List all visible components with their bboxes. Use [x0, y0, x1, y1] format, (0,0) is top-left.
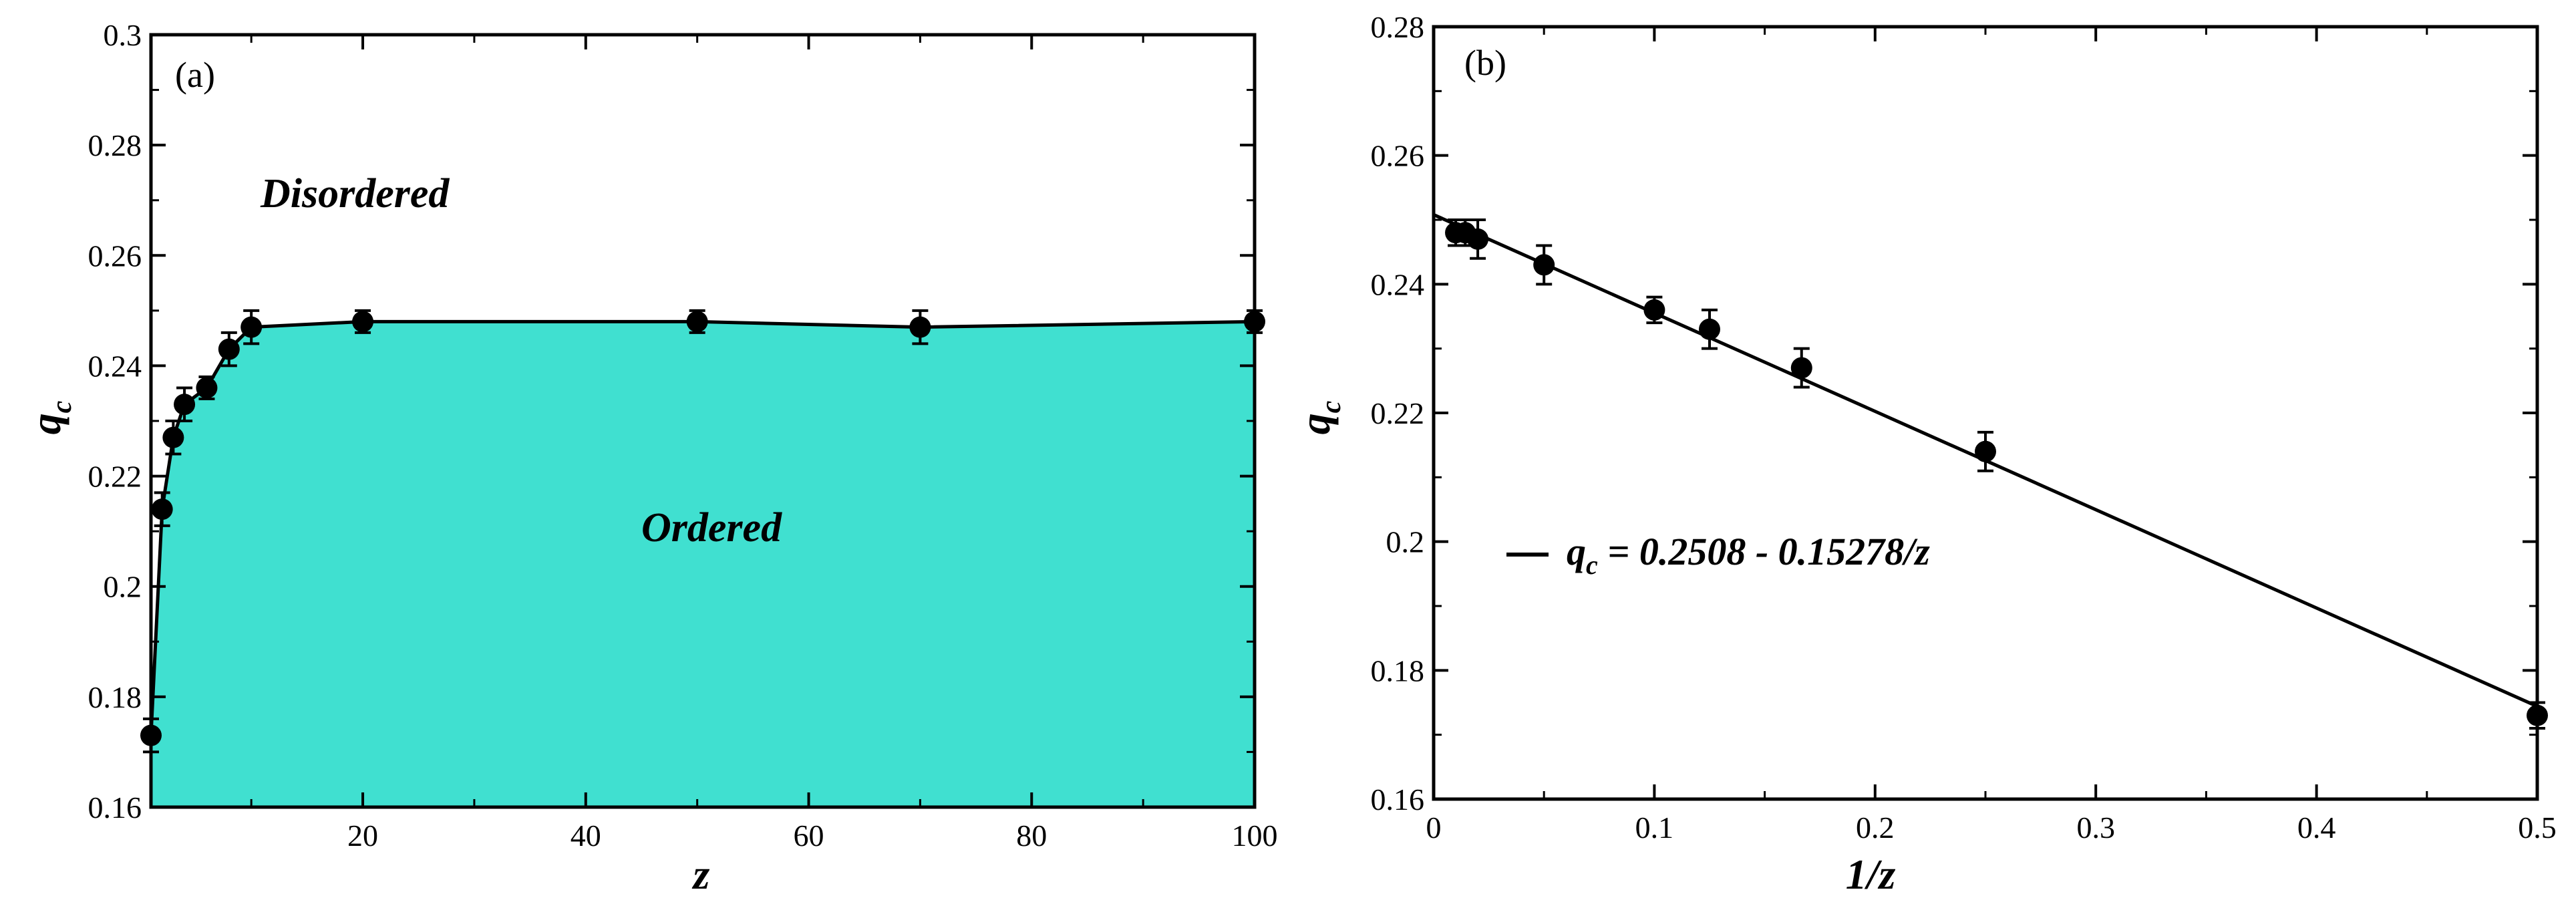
panel-a-data-point	[196, 377, 218, 399]
panel-a: 20 40 60 80 100 0.16 0.18 0.2 0.22 0.24 0.26 0.28 0.…	[22, 18, 1278, 898]
svg-text:qc: qc	[1291, 400, 1347, 434]
panel-a-y-title-main: q	[22, 413, 69, 434]
panel-a-y-tick-label: 0.24	[88, 349, 142, 383]
panel-a-y-tick-label: 0.16	[88, 790, 142, 824]
panel-b-x-tick-label: 0.5	[2518, 810, 2557, 845]
svg-text:qc: qc	[22, 400, 77, 434]
panel-b: 0 0.1 0.2 0.3 0.4 0.5 0.16 0.18 0.2 0.22 0.24 0.26 0…	[1291, 10, 2557, 898]
panel-b-data-point	[1975, 440, 1996, 462]
panel-a-label: (a)	[175, 55, 215, 95]
panel-b-y-tick-label: 0.2	[1386, 525, 1425, 559]
panel-a-data-point	[909, 316, 931, 338]
panel-b-x-tick-label: 0.3	[2076, 810, 2115, 845]
panel-b-x-tick-label: 0.1	[1635, 810, 1674, 845]
panel-a-y-tick-label: 0.28	[88, 128, 142, 162]
panel-b-data-point	[1533, 254, 1555, 276]
panel-b-x-tick-label: 0	[1426, 810, 1442, 845]
panel-a-x-axis-title: z	[692, 851, 710, 898]
panel-a-x-tick-label: 20	[347, 818, 378, 853]
panel-a-data-points	[140, 309, 1265, 754]
panel-a-x-tick-label: 80	[1016, 818, 1047, 853]
panel-a-data-point	[162, 426, 184, 448]
panel-a-ticks: 20 40 60 80 100 0.16 0.18 0.2 0.22 0.24 0.26 0.28 0.…	[88, 18, 1278, 853]
panel-a-data-point	[151, 498, 173, 520]
panel-b-y-tick-label: 0.18	[1371, 653, 1425, 688]
panel-b-ticks: 0 0.1 0.2 0.3 0.4 0.5 0.16 0.18 0.2 0.22 0.24 0.26 0…	[1371, 10, 2557, 845]
panel-b-y-tick-label: 0.22	[1371, 396, 1425, 430]
panel-b-data-point	[1790, 357, 1812, 379]
panel-b-plot-frame	[1432, 25, 2539, 801]
panel-a-data-point	[174, 394, 196, 416]
panel-a-y-tick-label: 0.22	[88, 460, 142, 494]
ordered-label: Ordered	[641, 505, 782, 551]
disordered-label: Disordered	[260, 171, 450, 216]
panel-a-data-point	[686, 311, 708, 333]
panel-b-y-tick-label: 0.16	[1371, 782, 1425, 816]
panel-a-x-tick-label: 40	[571, 818, 601, 853]
panel-b-x-tick-label: 0.2	[1856, 810, 1895, 845]
panel-b-y-tick-label: 0.26	[1371, 139, 1425, 173]
panel-b-x-axis-title: 1/z	[1846, 851, 1896, 898]
panel-a-y-tick-label: 0.3	[104, 18, 142, 52]
panel-b-data-point	[1643, 299, 1665, 321]
panel-b-y-tick-label: 0.28	[1371, 10, 1425, 44]
panel-a-data-point	[218, 338, 240, 360]
ordered-region-fill	[151, 321, 1255, 807]
panel-b-x-tick-label: 0.4	[2297, 810, 2336, 845]
panel-b-y-axis-title: qc	[1291, 400, 1347, 434]
panel-a-y-axis-title: qc	[22, 400, 77, 434]
panel-b-data-points	[1445, 218, 2548, 730]
panel-a-x-tick-label: 60	[794, 818, 824, 853]
panel-a-data-point	[240, 316, 263, 338]
panel-b-y-title-sub: c	[1316, 400, 1347, 413]
panel-b-label: (b)	[1464, 43, 1506, 83]
panel-a-y-tick-label: 0.2	[104, 570, 142, 604]
panel-b-data-point	[1699, 318, 1720, 340]
panel-a-y-tick-label: 0.18	[88, 680, 142, 714]
panel-a-y-title-sub: c	[47, 400, 77, 413]
panel-b-data-point	[1467, 228, 1489, 250]
panel-b-y-title-main: q	[1291, 413, 1339, 434]
panel-a-y-tick-label: 0.26	[88, 239, 142, 273]
fit-equation-label: qc = 0.2508 - 0.15278/z	[1567, 530, 1930, 580]
panel-a-data-point	[352, 311, 374, 333]
panel-b-y-tick-label: 0.24	[1371, 267, 1425, 301]
panel-a-x-tick-label: 100	[1232, 818, 1278, 853]
